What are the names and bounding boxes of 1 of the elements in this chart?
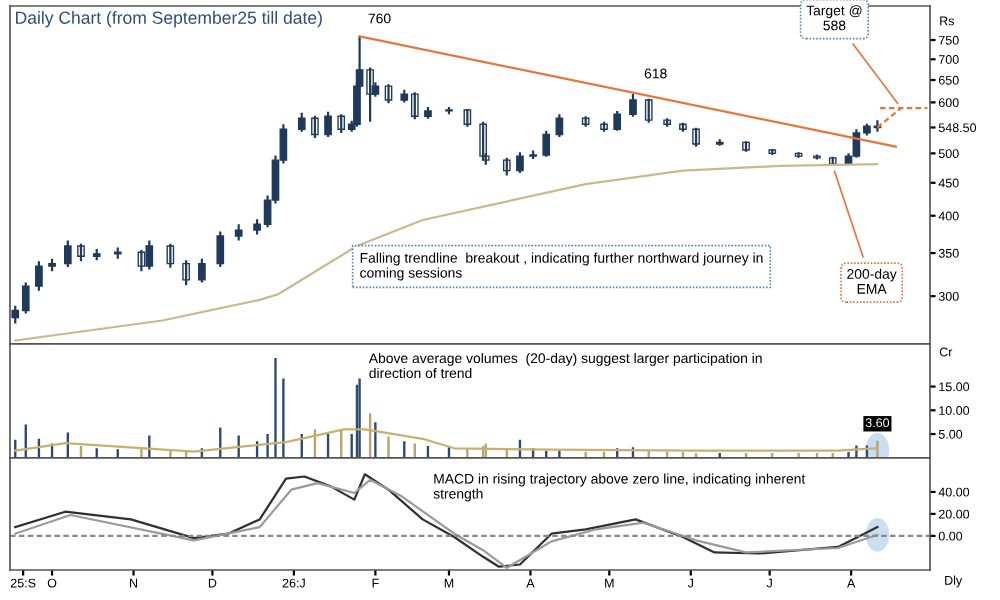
- chart-title: Daily Chart (from September25 till date): [16, 11, 322, 28]
